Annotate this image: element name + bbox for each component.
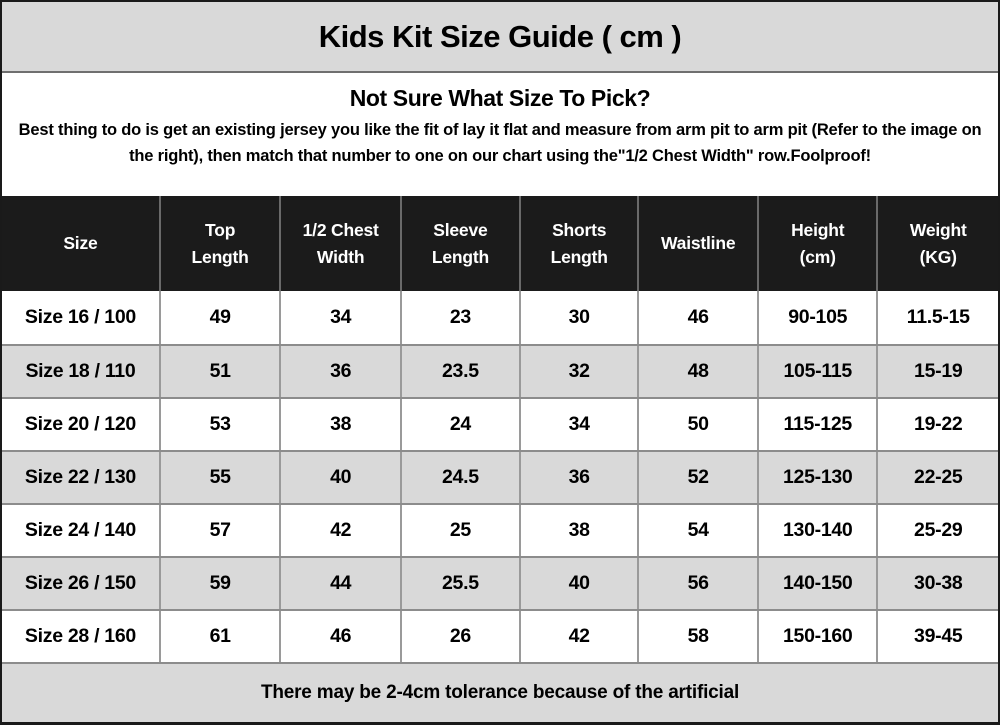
table-cell: 51 (158, 346, 280, 397)
table-cell: 48 (637, 346, 757, 397)
table-cell: 25-29 (876, 505, 998, 556)
table-cell: 46 (637, 291, 757, 344)
table-cell: 32 (518, 346, 638, 397)
footer-bar: There may be 2-4cm tolerance because of … (2, 662, 998, 722)
column-header-weight-kg: Weight (KG) (876, 196, 998, 291)
table-cell: 50 (637, 399, 757, 450)
table-cell: 42 (279, 505, 400, 556)
table-cell: 46 (279, 611, 400, 662)
table-cell: 19-22 (876, 399, 998, 450)
table-cell: 25.5 (399, 558, 519, 609)
column-header-waistline: Waistline (637, 196, 757, 291)
table-cell: 115-125 (756, 399, 877, 450)
table-cell: 105-115 (756, 346, 877, 397)
row-size-label: Size 20 / 120 (24, 413, 136, 435)
table-header-row: Size Top Length 1/2 Chest Width Sleeve Leng… (2, 196, 998, 291)
table-cell: 150-160 (756, 611, 877, 662)
table-cell: 40 (279, 452, 400, 503)
table-cell: 42 (518, 611, 638, 662)
table-row: Size 28 / 160 61 46 26 42 58 150-160 39-45 (2, 609, 998, 662)
table-cell: 22-25 (876, 452, 998, 503)
table-cell: 15-19 (876, 346, 998, 397)
table-cell: 39-45 (876, 611, 998, 662)
table-cell: 24 (399, 399, 519, 450)
table-cell: 58 (637, 611, 757, 662)
column-header-1-2-chest-width: 1/2 Chest Width (279, 196, 400, 291)
table-cell: 56 (637, 558, 757, 609)
table-cell: 44 (279, 558, 400, 609)
page-title: Kids Kit Size Guide ( cm ) (318, 18, 682, 54)
footer-note: There may be 2-4cm tolerance because of … (260, 682, 740, 703)
table-cell: 53 (158, 399, 280, 450)
row-size-label: Size 18 / 110 (25, 360, 136, 382)
table-cell: 11.5-15 (876, 291, 998, 344)
table-cell: 25 (399, 505, 519, 556)
table-cell: 23.5 (399, 346, 519, 397)
table-cell: 38 (518, 505, 638, 556)
table-cell: 30-38 (876, 558, 998, 609)
column-header-size: Size (63, 233, 98, 254)
table-cell: 38 (279, 399, 400, 450)
table-cell: 125-130 (756, 452, 877, 503)
column-header-height-cm: Height (cm) (756, 196, 877, 291)
table-row: Size 18 / 110 51 36 23.5 32 48 105-115 15-19 (2, 344, 998, 397)
row-size-label: Size 26 / 150 (24, 572, 136, 594)
table-cell: 49 (158, 291, 280, 344)
table-body: Size 16 / 100 49 34 23 30 46 90-105 11.5-15 Size… (2, 291, 998, 662)
row-size-label: Size 28 / 160 (24, 625, 136, 647)
table-cell: 57 (158, 505, 280, 556)
table-cell: 40 (518, 558, 638, 609)
column-header-shorts-length: Shorts Length (518, 196, 638, 291)
size-table: Size Top Length 1/2 Chest Width Sleeve Leng… (2, 196, 998, 662)
table-cell: 26 (399, 611, 519, 662)
row-size-label: Size 24 / 140 (24, 519, 136, 541)
column-header-sleeve-length: Sleeve Length (399, 196, 519, 291)
table-cell: 130-140 (756, 505, 877, 556)
row-size-label: Size 22 / 130 (24, 466, 136, 488)
table-row: Size 26 / 150 59 44 25.5 40 56 140-150 30-38 (2, 556, 998, 609)
table-cell: 90-105 (756, 291, 877, 344)
table-cell: 30 (518, 291, 638, 344)
table-cell: 24.5 (399, 452, 519, 503)
table-cell: 140-150 (756, 558, 877, 609)
intro-heading: Not Sure What Size To Pick? (349, 85, 651, 111)
row-size-label: Size 16 / 100 (24, 306, 136, 328)
title-bar: Kids Kit Size Guide ( cm ) (2, 2, 998, 73)
intro-body: Best thing to do is get an existing jers… (18, 121, 982, 165)
table-cell: 36 (279, 346, 400, 397)
table-cell: 55 (158, 452, 280, 503)
table-cell: 54 (637, 505, 757, 556)
column-header-top-length: Top Length (158, 196, 280, 291)
intro-section: Not Sure What Size To Pick? Best thing t… (2, 73, 998, 196)
table-cell: 59 (158, 558, 280, 609)
table-row: Size 20 / 120 53 38 24 34 50 115-125 19-22 (2, 397, 998, 450)
table-cell: 52 (637, 452, 757, 503)
table-cell: 34 (518, 399, 638, 450)
table-row: Size 24 / 140 57 42 25 38 54 130-140 25-29 (2, 503, 998, 556)
table-cell: 36 (518, 452, 638, 503)
table-cell: 61 (158, 611, 280, 662)
table-cell: 23 (399, 291, 519, 344)
table-cell: 34 (279, 291, 400, 344)
table-row: Size 16 / 100 49 34 23 30 46 90-105 11.5-15 (2, 291, 998, 344)
table-row: Size 22 / 130 55 40 24.5 36 52 125-130 22-25 (2, 450, 998, 503)
